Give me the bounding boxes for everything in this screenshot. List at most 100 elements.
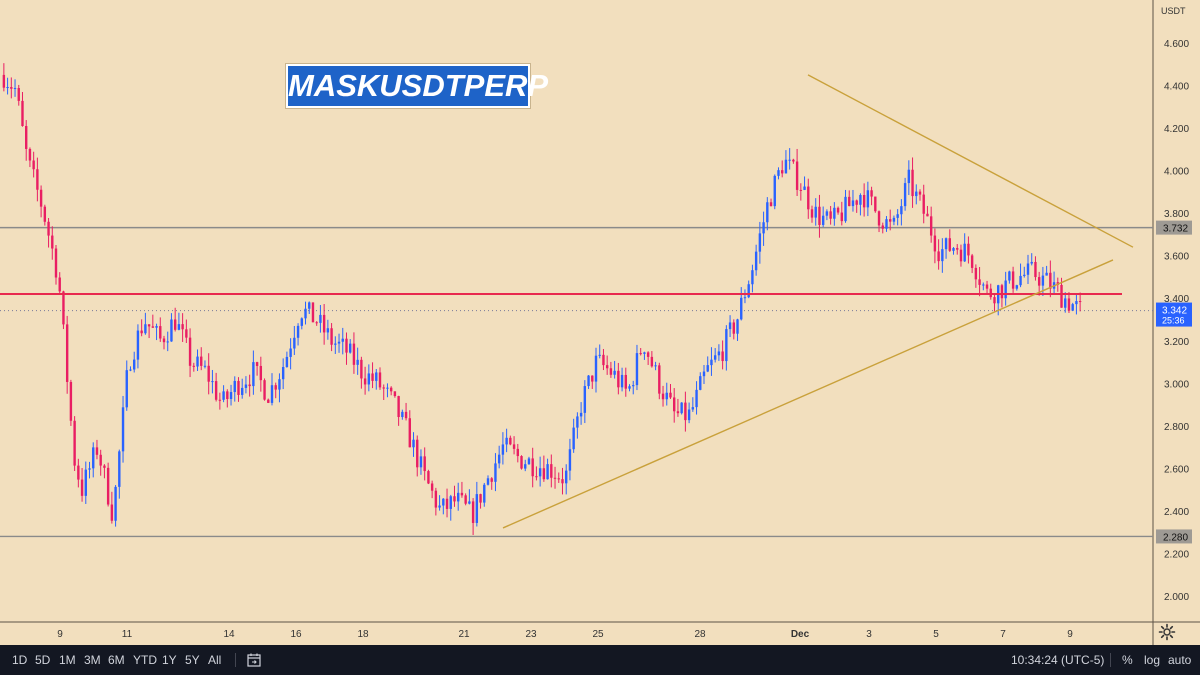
candle-body <box>833 207 836 219</box>
y-tick-label: 3.400 <box>1164 294 1189 305</box>
candle-body <box>2 74 6 88</box>
calendar-goto-icon[interactable] <box>246 652 262 668</box>
candle-body <box>609 368 613 375</box>
candle-body <box>784 159 788 174</box>
candle-body <box>449 496 452 509</box>
candle-body <box>54 248 58 278</box>
candle-body <box>47 221 50 236</box>
candle-body <box>10 87 13 89</box>
candle-body <box>1011 271 1015 289</box>
candle-body <box>151 326 155 328</box>
candle-body <box>471 501 475 523</box>
range-ytd-button[interactable]: YTD <box>133 653 157 667</box>
range-5y-button[interactable]: 5Y <box>185 653 200 667</box>
range-1d-button[interactable]: 1D <box>12 653 28 667</box>
candle-body <box>453 496 456 502</box>
auto-toggle[interactable]: auto <box>1168 653 1192 667</box>
candle-body <box>732 322 735 334</box>
candle-body <box>922 194 925 214</box>
candle-body <box>509 437 512 445</box>
candle-body <box>956 248 959 250</box>
gear-icon[interactable] <box>1158 623 1176 641</box>
candle-body <box>747 284 750 298</box>
candle-body <box>386 387 389 389</box>
chart-area[interactable]: USDT 4.600 4.400 4.200 4.000 3.800 3.600 3.400 3… <box>0 0 1200 645</box>
candle-body <box>982 284 985 286</box>
candle-body <box>267 399 270 403</box>
candle-body <box>136 330 140 360</box>
candle-body <box>341 338 344 342</box>
candle-body <box>702 371 706 377</box>
candle-body <box>222 391 225 400</box>
candle-body <box>494 463 497 482</box>
candle-body <box>929 216 933 236</box>
candle-body <box>296 325 300 338</box>
range-all-button[interactable]: All <box>208 653 222 667</box>
candle-body <box>430 483 434 491</box>
range-5d-button[interactable]: 5D <box>35 653 51 667</box>
symbol-title-badge: MASKUSDTPERP <box>286 64 548 108</box>
candle-body <box>155 326 158 328</box>
range-1y-button[interactable]: 1Y <box>162 653 177 667</box>
range-3m-button[interactable]: 3M <box>84 653 101 667</box>
candle-body <box>401 411 404 418</box>
y-tick-label: 4.000 <box>1164 167 1189 178</box>
candle-body <box>95 447 99 455</box>
candle-body <box>181 324 184 330</box>
x-tick-label: 21 <box>458 629 470 640</box>
candle-body <box>497 454 501 464</box>
candle-body <box>795 161 799 190</box>
candle-body <box>851 200 855 207</box>
y-tick-label: 2.000 <box>1164 592 1189 603</box>
candle-body <box>594 355 598 382</box>
candle-body <box>821 215 825 225</box>
candle-body <box>952 248 955 251</box>
candle-body <box>1023 274 1026 276</box>
candle-body <box>25 126 28 149</box>
candle-body <box>322 314 326 333</box>
candle-body <box>196 356 199 367</box>
candle-body <box>21 100 24 127</box>
candle-body <box>829 211 832 219</box>
candle-body <box>281 366 285 380</box>
candle-body <box>691 407 695 410</box>
candle-body <box>568 449 572 471</box>
range-6m-button[interactable]: 6M <box>108 653 125 667</box>
candle-body <box>1034 261 1037 278</box>
candle-body <box>252 362 255 387</box>
candle-body <box>740 297 743 320</box>
candle-body <box>1075 301 1078 305</box>
range-1m-button[interactable]: 1M <box>59 653 76 667</box>
candle-body <box>706 365 709 372</box>
candle-body <box>896 214 899 218</box>
candle-body <box>836 207 840 213</box>
candle-body <box>118 451 121 487</box>
candle-body <box>1037 277 1041 286</box>
candle-body <box>39 189 43 207</box>
candle-body <box>311 302 315 323</box>
candle-body <box>907 169 911 184</box>
candle-body <box>531 458 534 477</box>
candle-body <box>900 206 903 215</box>
toolbar-divider <box>1110 653 1111 667</box>
candle-body <box>285 356 289 367</box>
candle-body <box>460 492 464 496</box>
y-tick-label: 3.000 <box>1164 379 1189 390</box>
candle-body <box>382 387 385 389</box>
candle-body <box>918 191 922 195</box>
candle-body <box>970 255 974 268</box>
percent-toggle[interactable]: % <box>1122 653 1133 667</box>
candle-body <box>792 159 795 162</box>
candle-body <box>576 416 579 428</box>
candle-body <box>889 219 892 222</box>
candle-body <box>144 324 147 334</box>
candle-body <box>110 504 114 521</box>
clock-readout[interactable]: 10:34:24 (UTC-5) <box>1011 653 1105 667</box>
candle-body <box>352 343 356 365</box>
price-chart[interactable]: USDT4.6004.4004.2004.0003.8003.6003.4003… <box>0 0 1200 645</box>
candle-body <box>937 251 940 262</box>
x-tick-label: 9 <box>57 629 63 640</box>
candle-body <box>799 189 803 191</box>
log-toggle[interactable]: log <box>1144 653 1161 667</box>
candle-body <box>848 196 851 207</box>
